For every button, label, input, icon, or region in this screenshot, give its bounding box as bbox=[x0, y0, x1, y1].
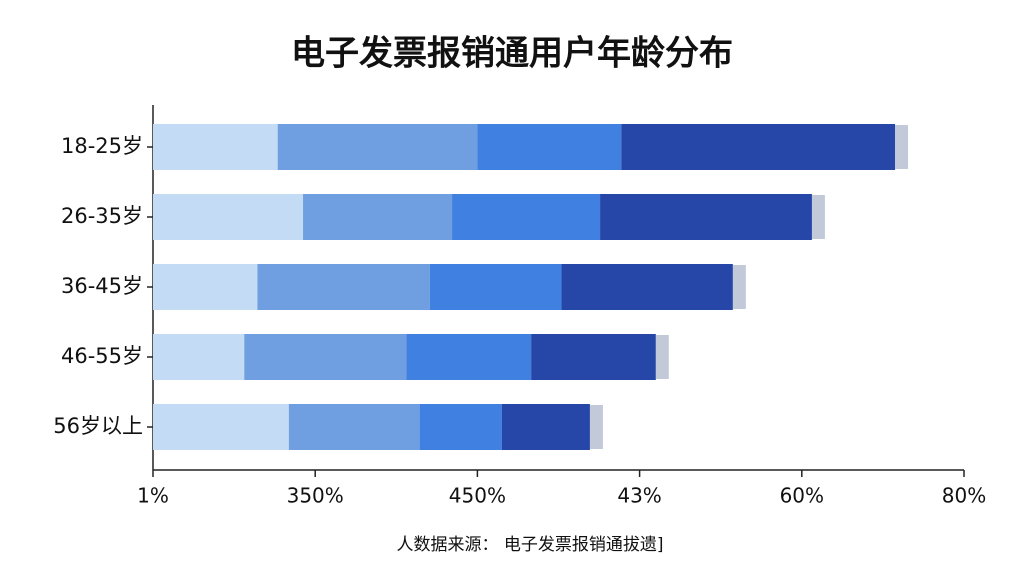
bar-segment bbox=[477, 124, 622, 170]
bar-segment bbox=[531, 334, 656, 380]
bar-segment bbox=[452, 194, 601, 240]
x-tick-label: 450% bbox=[449, 484, 506, 508]
bar-segment bbox=[501, 404, 590, 450]
bar-segment bbox=[561, 264, 733, 310]
bar-segment bbox=[153, 124, 278, 170]
bar-shadow bbox=[589, 405, 603, 449]
bar-segment bbox=[153, 404, 289, 450]
bar-shadow bbox=[895, 125, 909, 169]
bar-segment bbox=[419, 404, 502, 450]
bar-segment bbox=[244, 334, 407, 380]
bar-segment bbox=[153, 264, 258, 310]
y-tick-label: 36-45岁 bbox=[61, 274, 143, 298]
bar-segment bbox=[303, 194, 453, 240]
bar-shadow bbox=[655, 335, 669, 379]
source-note: 人数据来源： 电子发票报销通拔遗] bbox=[396, 535, 663, 555]
bar-shadow bbox=[811, 195, 825, 239]
y-tick-label: 56岁以上 bbox=[53, 414, 143, 438]
bar-segment bbox=[600, 194, 812, 240]
x-tick-label: 350% bbox=[287, 484, 344, 508]
bar-segment bbox=[153, 194, 304, 240]
bar-segment bbox=[257, 264, 430, 310]
bar-segment bbox=[429, 264, 562, 310]
y-tick-label: 26-35岁 bbox=[61, 204, 143, 228]
bar-segment bbox=[277, 124, 478, 170]
bar-segment bbox=[406, 334, 532, 380]
x-tick-label: 80% bbox=[942, 484, 986, 508]
y-tick-label: 18-25岁 bbox=[61, 134, 143, 158]
y-tick-label: 46-55岁 bbox=[61, 344, 143, 368]
x-tick-label: 60% bbox=[780, 484, 824, 508]
bar-segment bbox=[621, 124, 896, 170]
bar-segment bbox=[153, 334, 245, 380]
bar-shadow bbox=[732, 265, 746, 309]
x-tick-label: 43% bbox=[617, 484, 661, 508]
bar-segment bbox=[288, 404, 420, 450]
chart-title: 电子发票报销通用户年龄分布 bbox=[291, 34, 733, 74]
x-tick-label: 1% bbox=[137, 484, 169, 508]
